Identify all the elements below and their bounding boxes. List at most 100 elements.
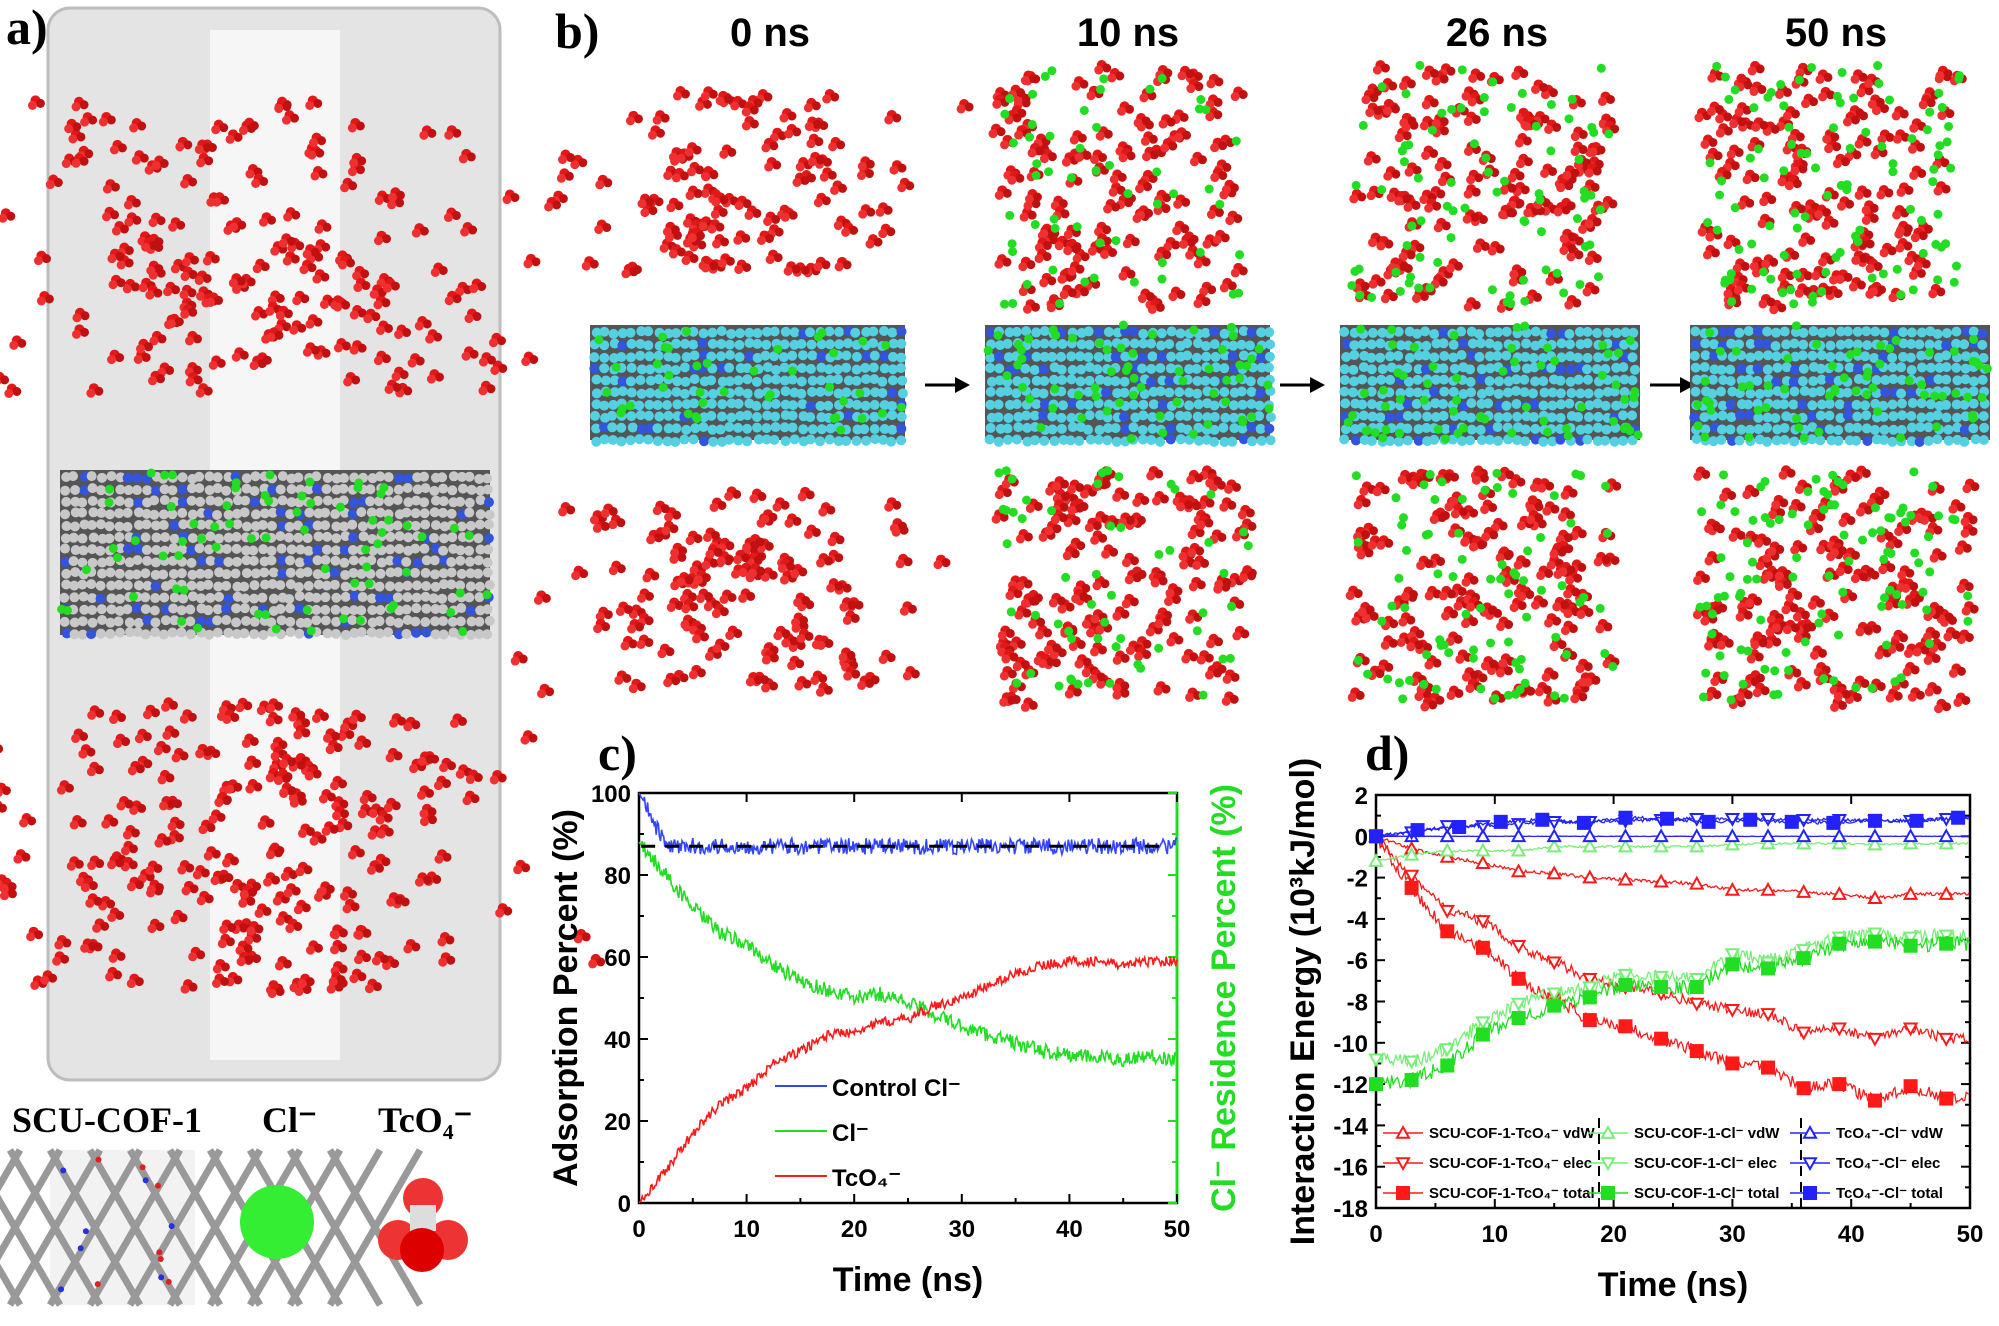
cof-atom (204, 485, 215, 496)
tco4-ion (1088, 668, 1106, 684)
cl-ion (1066, 173, 1076, 183)
tco4-ion (1187, 524, 1205, 540)
cof-atom (1618, 435, 1629, 446)
cof-atom (124, 627, 135, 638)
cof-atom (376, 520, 387, 531)
cl-ion (305, 477, 315, 487)
tco4-ion (335, 817, 353, 833)
cl-ion (1890, 677, 1900, 687)
cl-ion (1377, 185, 1387, 195)
cl-ion (449, 523, 459, 533)
tco4-ion (1034, 248, 1052, 264)
cl-ion (1030, 219, 1040, 229)
cl-ion (664, 370, 674, 380)
cl-ion (1937, 102, 1947, 112)
cl-ion (858, 336, 868, 346)
cof-atom (635, 350, 646, 361)
cof-atom (114, 521, 125, 532)
tco4-ion (725, 625, 743, 641)
cof-atom (70, 545, 81, 556)
tco4-ion (87, 855, 105, 871)
tco4-ion (246, 921, 264, 936)
cof-atom (797, 350, 808, 361)
cof-atom (213, 533, 224, 544)
cof-atom (1219, 363, 1230, 374)
tco4-ion (1394, 127, 1412, 143)
tco4-ion (1790, 540, 1808, 555)
cof-atom (1458, 388, 1469, 399)
tco4-ion (756, 230, 774, 245)
cof-atom (1789, 338, 1800, 349)
cof-atom (249, 497, 260, 508)
tco4-ion (813, 256, 831, 272)
cof-atom (771, 364, 782, 375)
cof-atom (744, 351, 755, 362)
tco4-ion (66, 856, 84, 871)
cof-atom (133, 543, 144, 554)
cof-atom (994, 363, 1005, 374)
cof-atom (457, 483, 468, 494)
cl-ion (458, 626, 468, 636)
tco4-ion (724, 486, 742, 501)
cof-atom (1862, 340, 1873, 351)
cl-ion (1541, 265, 1551, 275)
cof-atom (734, 339, 745, 350)
cof-atom (1147, 351, 1158, 362)
cof-atom (1367, 411, 1378, 422)
cl-ion (1719, 670, 1729, 680)
tco4-ion (1141, 146, 1159, 162)
cof-atom (1339, 326, 1350, 337)
tco4-ion (1595, 618, 1613, 634)
cl-ion (652, 359, 662, 369)
cof-atom (742, 388, 753, 399)
cof-atom (1762, 364, 1773, 375)
tco4-ion (764, 157, 782, 172)
tco4-ion (933, 554, 951, 570)
cof-atom (887, 327, 898, 338)
cof-atom (752, 422, 763, 433)
tco4-ion (608, 560, 626, 576)
cof-atom (86, 471, 97, 482)
cl-ion (1572, 214, 1582, 224)
tco4-ion (1380, 635, 1398, 650)
data-marker (1725, 1056, 1740, 1071)
cl-ion (1136, 382, 1146, 392)
y-tick-label: -8 (1347, 990, 1368, 1017)
cof-atom (275, 603, 286, 614)
cof-atom (1879, 327, 1890, 338)
cl-ion (1072, 222, 1082, 232)
cl-ion (1517, 88, 1527, 98)
cof-atom (1246, 327, 1257, 338)
cof-atom (1011, 434, 1022, 445)
cof-atom (1201, 351, 1212, 362)
tco4-ion (411, 223, 429, 238)
cof-atom (770, 398, 781, 409)
cl-ion (994, 468, 1004, 478)
cl-ion (1383, 674, 1393, 684)
cl-ion (1067, 634, 1077, 644)
cl-ion (1779, 101, 1789, 111)
cof-atom (114, 531, 125, 542)
tco4-ion (1897, 565, 1915, 580)
tco4-ion (45, 174, 63, 190)
cof-atom (805, 363, 816, 374)
cl-ion (1747, 284, 1757, 294)
tco4-ion (80, 877, 98, 893)
cl-ion (877, 408, 887, 418)
cl-ion (1520, 678, 1530, 688)
cl-ion (1481, 153, 1491, 163)
tco4-ion (71, 728, 89, 743)
tco4-ion (68, 128, 86, 144)
cl-ion (1700, 432, 1710, 442)
cl-ion (1868, 383, 1878, 393)
cof-atom (1907, 398, 1918, 409)
cof-atom (1627, 375, 1638, 386)
tco4-ion (460, 222, 478, 237)
cof-atom (1367, 327, 1378, 338)
cof-atom (61, 579, 72, 590)
cof-atom (1348, 364, 1359, 375)
x-tick-label: 20 (841, 1216, 868, 1243)
tco4-ion (1372, 481, 1390, 497)
cl-ion (1580, 193, 1590, 203)
tco4-ion (510, 651, 528, 666)
